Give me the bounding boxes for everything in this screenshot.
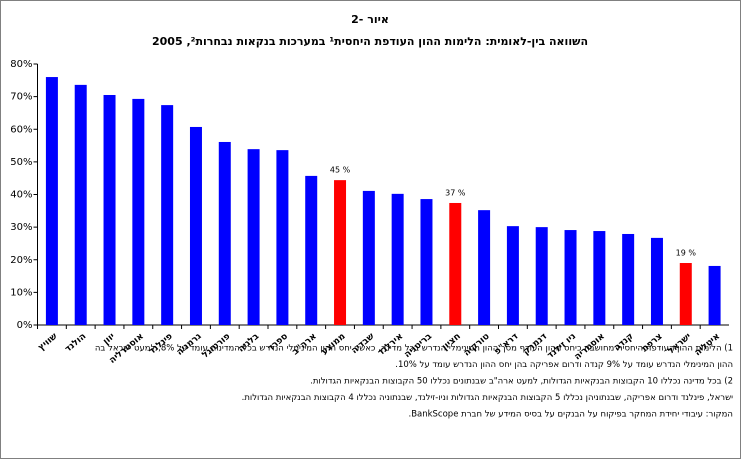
bar [708, 265, 721, 325]
bar [420, 199, 433, 325]
bar [478, 210, 491, 325]
bar [564, 230, 577, 325]
footnote: ההון המינימלי הנדרש עומד על 9% קנדה ודרו… [395, 360, 733, 370]
y-tick-label: 20% [10, 255, 32, 266]
y-tick-label: 70% [10, 92, 32, 103]
bar [593, 231, 606, 325]
chart-title: איור -2 [351, 13, 389, 26]
footnote: 1) הלימות ההון העודפת היחסית מחושבת כיחס… [95, 344, 733, 354]
value-label: 19 % [676, 249, 697, 258]
bar [535, 227, 548, 325]
bar [679, 263, 692, 325]
value-label: 37 % [445, 188, 466, 197]
bar [622, 233, 635, 325]
bar [218, 141, 231, 325]
bar [449, 202, 462, 325]
bar [132, 98, 145, 325]
bar [305, 175, 318, 325]
bar [334, 180, 347, 325]
bar [362, 190, 375, 325]
y-tick-label: 80% [10, 59, 32, 70]
bar [45, 77, 58, 325]
footnote: 2) בכל מדינה נכללו 10 הקבוצות הבנקאיות ה… [310, 377, 733, 387]
bar [74, 84, 87, 325]
bar [189, 126, 202, 325]
footnote: המקור: עיבודי יחידת המחקר בפיקוח על הבנק… [408, 410, 733, 420]
footnote: ישראל, פינלנד ודרום אפריקה, שבנתוניהן נכ… [242, 393, 733, 403]
y-tick-label: 0% [17, 320, 33, 331]
bar [650, 237, 663, 325]
bar [506, 226, 519, 325]
bar [276, 150, 289, 325]
y-tick-label: 30% [10, 222, 32, 233]
bar [161, 105, 174, 325]
y-tick-label: 60% [10, 124, 32, 135]
bar [103, 94, 116, 326]
value-label: 45 % [330, 166, 351, 175]
y-tick-label: 50% [10, 157, 32, 168]
y-tick-label: 40% [10, 190, 32, 201]
bar [391, 193, 404, 325]
y-tick-label: 10% [10, 287, 32, 298]
chart-subtitle: השוואה בין-לאומית: הלימות ההון העודפת הי… [152, 35, 588, 48]
bar [247, 149, 260, 325]
